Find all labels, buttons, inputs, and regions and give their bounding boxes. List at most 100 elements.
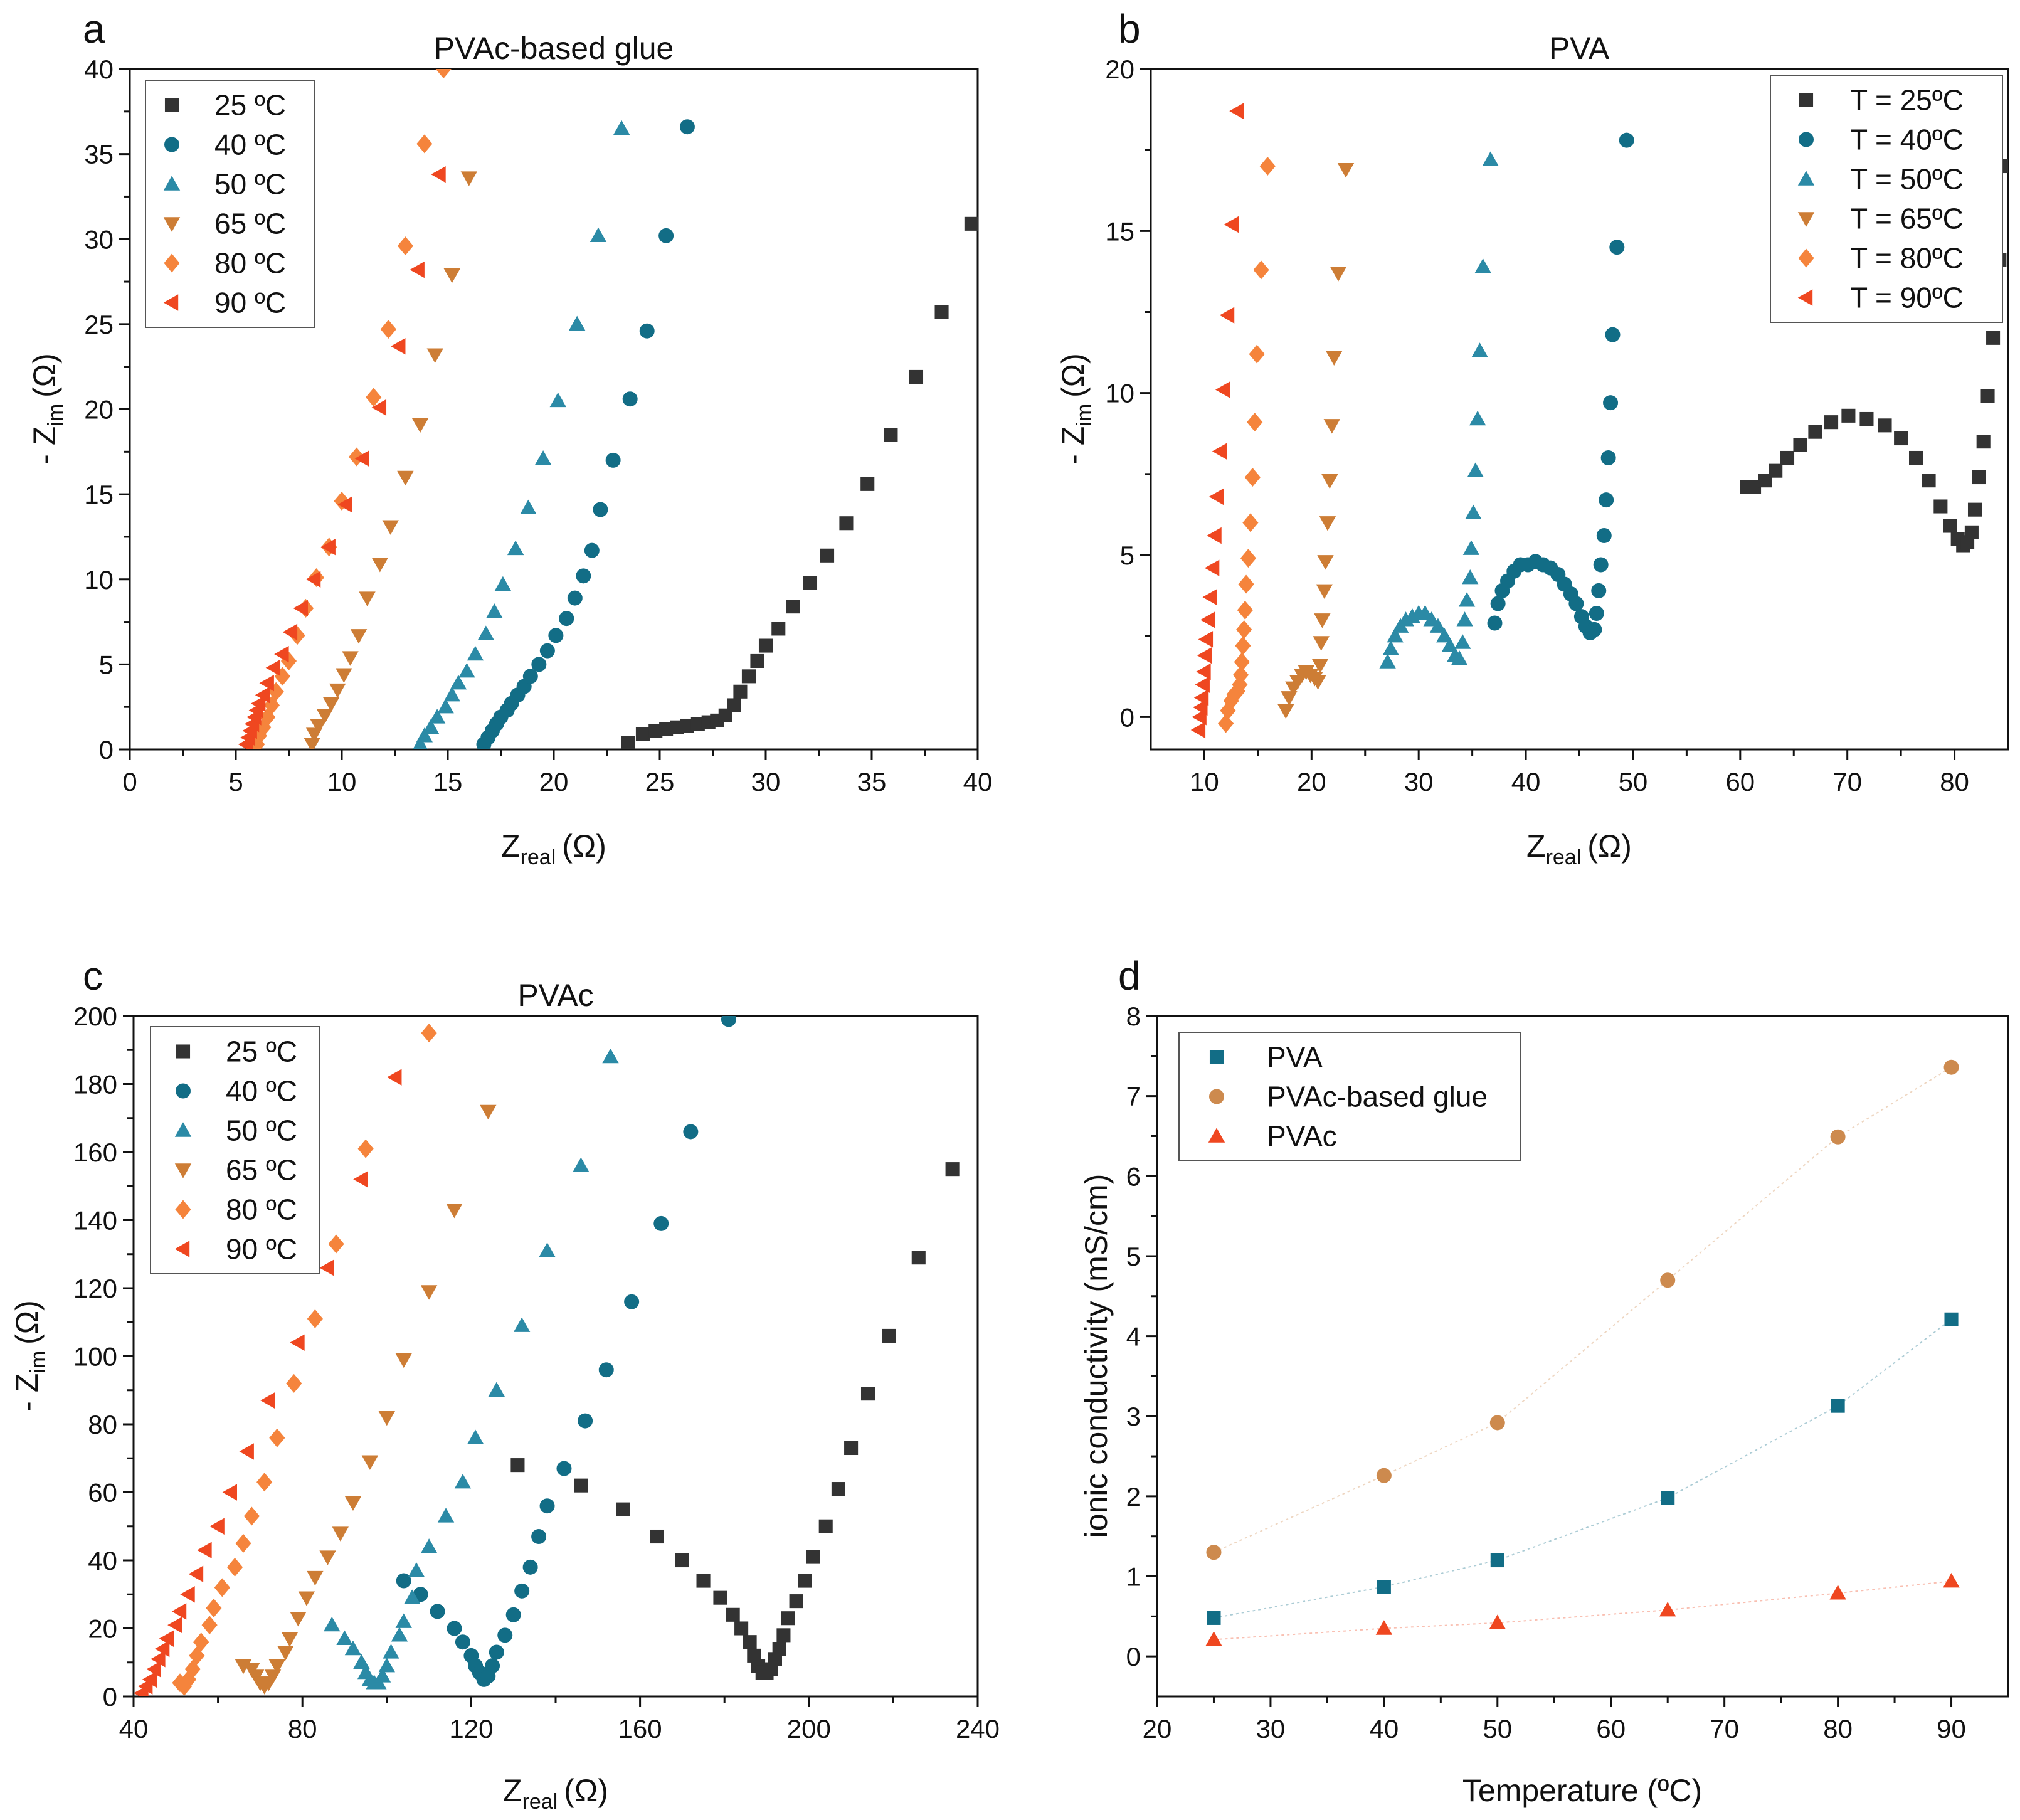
data-point (1237, 600, 1253, 620)
data-point (353, 1171, 368, 1188)
data-point (403, 1589, 421, 1604)
x-tick-label: 30 (1404, 767, 1434, 796)
data-point (209, 1518, 225, 1535)
data-point (458, 663, 475, 678)
data-point (576, 568, 591, 584)
data-point (1377, 1580, 1391, 1594)
chart-title: PVAc-based glue (434, 31, 674, 66)
data-point (411, 418, 429, 433)
x-tick-labels: 0 5 10 15 20 25 30 35 40 (122, 749, 992, 796)
data-point (397, 470, 414, 486)
y-tick-label: 30 (84, 225, 114, 254)
data-point (1933, 499, 1948, 514)
x-tick-label: 120 (449, 1714, 493, 1743)
data-point (531, 657, 547, 672)
data-point (1609, 240, 1625, 255)
data-point (1591, 583, 1607, 598)
panel-label: b (1118, 6, 1141, 51)
data-point (567, 590, 583, 606)
series-1 (1206, 1059, 1959, 1560)
data-point (408, 1562, 425, 1577)
data-point (934, 305, 949, 319)
data-point (214, 1578, 230, 1597)
data-point (1482, 151, 1499, 166)
y-tick-label: 100 (73, 1342, 117, 1372)
data-point (1471, 342, 1488, 357)
legend: 25 ºC 40 ºC 50 ºC 65 ºC 80 ºC 90 ºC (145, 80, 315, 328)
chart-title: PVAc (517, 978, 593, 1013)
data-point (329, 683, 346, 699)
series-1 (396, 1016, 736, 1687)
data-point (1943, 1059, 1959, 1075)
data-point (510, 1458, 525, 1473)
y-tick-label: 0 (1120, 702, 1134, 732)
data-point (1197, 647, 1212, 664)
legend-label: 80 ºC (226, 1193, 297, 1226)
x-tick-labels: 40 80 120 160 200 240 (119, 1696, 1000, 1743)
data-point (1205, 1631, 1222, 1646)
data-point (1309, 675, 1326, 690)
data-point (184, 1659, 201, 1679)
data-point (1204, 559, 1220, 576)
legend-marker (174, 1122, 192, 1137)
legend-marker (1209, 1050, 1224, 1064)
data-point (683, 1124, 699, 1140)
legend-marker (163, 176, 181, 191)
data-point (776, 1628, 791, 1643)
data-point (1207, 527, 1222, 544)
x-tick-label: 25 (645, 767, 675, 796)
data-point (397, 236, 413, 256)
y-tick-label: 10 (1105, 379, 1134, 408)
data-point (269, 1428, 285, 1447)
data-point (154, 1640, 170, 1658)
data-point (1196, 663, 1211, 680)
data-point (945, 1162, 960, 1177)
data-point (322, 697, 340, 712)
legend-label: 65 ºC (214, 208, 286, 240)
data-point (426, 348, 443, 363)
series-4 (1218, 157, 1276, 733)
data-point (771, 622, 786, 636)
data-point (455, 1634, 470, 1650)
x-tick-label: 200 (787, 1714, 831, 1743)
series-2 (324, 1048, 619, 1690)
y-tick-label: 35 (84, 140, 114, 169)
data-point (1330, 267, 1347, 282)
x-tick-label: 80 (1823, 1714, 1853, 1743)
data-point (180, 1586, 195, 1603)
data-points (134, 1016, 960, 1696)
data-point (305, 571, 321, 588)
data-point (171, 1603, 187, 1620)
y-tick-label: 20 (84, 395, 114, 425)
data-point (1660, 1272, 1676, 1288)
x-tick-label: 240 (956, 1714, 1000, 1743)
data-point (416, 134, 433, 154)
legend-label: T = 40ºC (1850, 124, 1964, 156)
data-point (1223, 691, 1239, 711)
data-point (282, 623, 298, 641)
legend-box (145, 80, 315, 328)
y-tick-label: 40 (88, 1546, 117, 1575)
data-point (1220, 701, 1236, 720)
x-tick-labels: 10 20 30 40 50 60 70 80 (1190, 749, 1969, 796)
y-tick-label: 140 (73, 1206, 117, 1235)
y-tick-label: 20 (88, 1614, 117, 1644)
data-point (713, 1590, 727, 1605)
data-point (670, 720, 684, 734)
legend-marker (164, 137, 179, 152)
data-point (319, 1550, 336, 1565)
data-point (1317, 555, 1334, 570)
data-point (1599, 492, 1614, 508)
y-tick-label: 25 (84, 310, 114, 339)
legend-marker (164, 98, 179, 112)
y-axis-label: - Zim(Ω) (1055, 353, 1096, 465)
data-point (159, 1630, 174, 1647)
series-0 (621, 216, 978, 749)
x-tick-label: 10 (1190, 767, 1219, 796)
data-point (818, 1519, 833, 1533)
data-point (371, 558, 389, 573)
data-point (839, 516, 854, 531)
data-point (307, 1309, 323, 1328)
y-tick-label: 7 (1126, 1082, 1141, 1111)
data-point (359, 591, 376, 606)
